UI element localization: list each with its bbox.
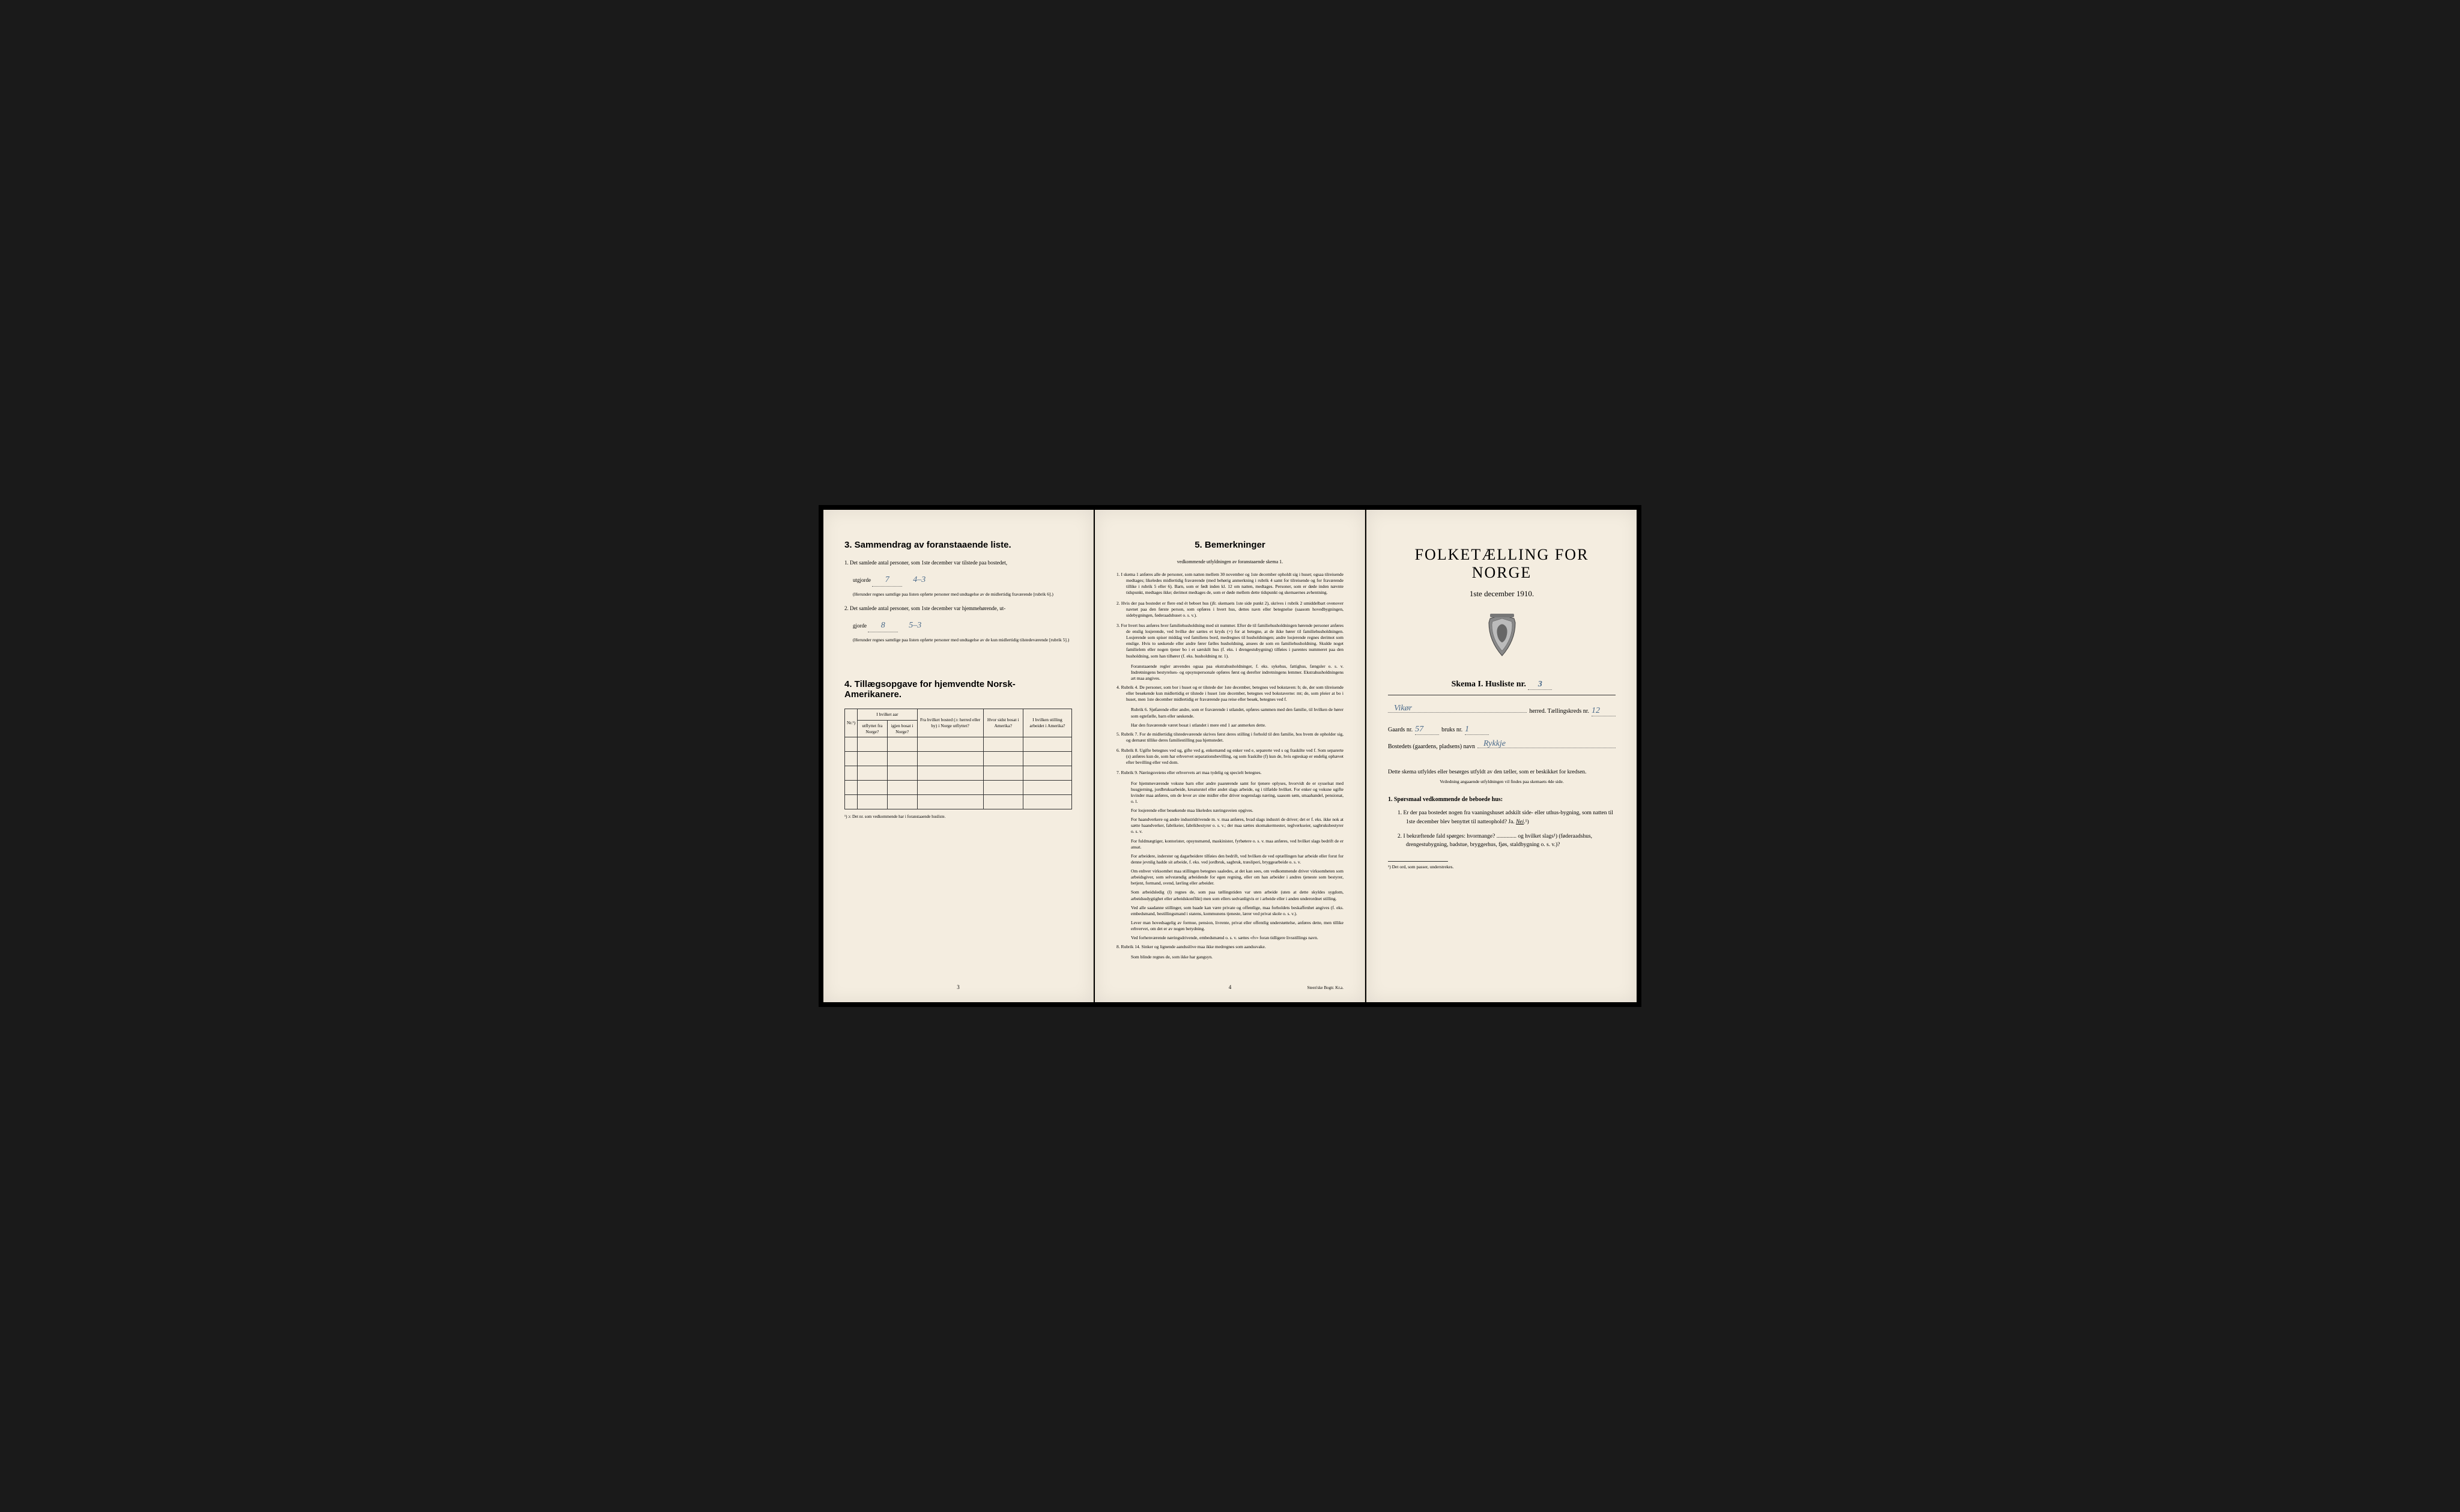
remark-7g: Om enhver virksomhet maa stillingen bete… — [1116, 868, 1344, 886]
subcol-utflyttet: utflyttet fra Norge? — [858, 720, 887, 737]
gaards-field: Gaards nr. 57 bruks nr. 1 — [1388, 725, 1616, 735]
item1-line2: utgjorde 7 4–3 — [844, 573, 1072, 587]
item1-text: 1. Det samlede antal personer, som 1ste … — [844, 560, 1007, 566]
remark-7k: Ved forhenværende næringsdrivende, embed… — [1116, 935, 1344, 941]
remark-8b: Som blinde regnes de, som ikke har gangs… — [1116, 954, 1344, 960]
section-4-title: 4. Tillægsopgave for hjemvendte Norsk-Am… — [844, 679, 1072, 700]
section-5-subtitle: vedkommende utfyldningen av foranstaaend… — [1116, 559, 1344, 564]
summary-item-2: 2. Det samlede antal personer, som 1ste … — [844, 605, 1072, 613]
remark-5: 5. Rubrik 7. For de midlertidig tilstede… — [1116, 731, 1344, 743]
q1-suffix: .¹) — [1524, 819, 1528, 825]
q1-text: 1. Er der paa bostedet nogen fra vaaning… — [1398, 810, 1613, 824]
remark-7h: Som arbeidsledig (l) regnes de, som paa … — [1116, 889, 1344, 901]
amerikanere-table: Nr.¹) I hvilket aar Fra hvilket bosted (… — [844, 709, 1072, 809]
kreds-nr: 12 — [1592, 706, 1616, 716]
col-aar: I hvilket aar — [858, 709, 917, 721]
bosted-value: Rykkje — [1483, 739, 1506, 749]
question-heading: 1. Spørsmaal vedkommende de beboede hus: — [1388, 796, 1616, 803]
remark-7i: Ved alle saadanne stillinger, som baade … — [1116, 905, 1344, 917]
item1-value-handwritten: 7 — [872, 573, 902, 587]
item1-prefix: utgjorde — [853, 577, 871, 583]
item1-note: (Herunder regnes samtlige paa listen opf… — [844, 591, 1072, 598]
page-3: 3. Sammendrag av foranstaaende liste. 1.… — [823, 510, 1094, 1002]
section-5-title: 5. Bemerkninger — [1116, 540, 1344, 550]
remark-4: 4. Rubrik 4. De personer, som bor i huse… — [1116, 685, 1344, 703]
page-1-title: FOLKETÆLLING FOR NORGE 1ste december 191… — [1366, 510, 1637, 1002]
remark-8: 8. Rubrik 14. Sinker og lignende aandssl… — [1116, 944, 1344, 950]
remark-7e: For fuldmægtiger, kontorister, opsynsmæn… — [1116, 838, 1344, 850]
remark-2: 2. Hvis der paa bostedet er flere end ét… — [1116, 600, 1344, 618]
col-amerika: Hvor sidst bosat i Amerika? — [983, 709, 1023, 737]
footnote-rule — [1388, 861, 1448, 862]
remark-7j: Lever man hovedsagelig av formue, pensio… — [1116, 920, 1344, 932]
remark-7b: For hjemmeværende voksne barn eller andr… — [1116, 781, 1344, 805]
item2-note: (Herunder regnes samtlige paa listen opf… — [844, 637, 1072, 644]
instructions: Dette skema utfyldes eller besørges utfy… — [1388, 768, 1616, 776]
q1-answer: Nei — [1516, 819, 1524, 825]
bosted-label: Bostedets (gaardens, pladsens) navn — [1388, 743, 1475, 750]
item2-prefix: gjorde — [853, 623, 867, 629]
table-footnote: ¹) ɔ: Det nr. som vedkommende har i fora… — [844, 814, 1072, 819]
remark-3b: Foranstaaende regler anvendes ogsaa paa … — [1116, 664, 1344, 682]
question-2: 2. I bekræftende fald spørges: hvormange… — [1388, 832, 1616, 850]
remark-3: 3. For hvert hus anføres hver familiehus… — [1116, 623, 1344, 659]
item2-annotation: 5–3 — [909, 621, 921, 630]
bosted-field: Bostedets (gaardens, pladsens) navn Rykk… — [1388, 743, 1616, 750]
page-number-4: 4 — [1229, 984, 1232, 990]
coat-of-arms-icon — [1388, 614, 1616, 662]
col-stilling: I hvilken stilling arbeidet i Amerika? — [1023, 709, 1071, 737]
bruks-nr: 1 — [1465, 725, 1489, 735]
remarks-list: 1. I skema 1 anføres alle de personer, s… — [1116, 572, 1344, 961]
col-bosted: Fra hvilket bosted (ɔ: herred eller by) … — [917, 709, 983, 737]
remark-1: 1. I skema 1 anføres alle de personer, s… — [1116, 572, 1344, 596]
col-nr: Nr.¹) — [845, 709, 858, 737]
gaards-label: Gaards nr. — [1388, 727, 1413, 733]
page-4: 5. Bemerkninger vedkommende utfyldningen… — [1095, 510, 1365, 1002]
item2-text: 2. Det samlede antal personer, som 1ste … — [844, 605, 1005, 611]
remark-4b: Rubrik 6. Sjøfarende eller andre, som er… — [1116, 707, 1344, 719]
herred-label: herred. Tællingskreds nr. — [1529, 708, 1589, 715]
census-date: 1ste december 1910. — [1388, 589, 1616, 599]
remark-7d: For haandverkere og andre industridriven… — [1116, 817, 1344, 835]
bruks-label: bruks nr. — [1441, 727, 1462, 733]
item2-value-handwritten: 8 — [868, 619, 898, 632]
q-head-text: 1. Spørsmaal vedkommende de beboede hus: — [1388, 796, 1503, 803]
printer-credit: Steen'ske Bogtr. Kr.a. — [1307, 985, 1344, 990]
questions: 1. Spørsmaal vedkommende de beboede hus:… — [1388, 796, 1616, 849]
table-body — [845, 737, 1072, 809]
remark-7: 7. Rubrik 9. Næringsveiens eller erhverv… — [1116, 770, 1344, 776]
footnote: ¹) Det ord, som passer, understrekes. — [1388, 864, 1616, 869]
gaards-nr: 57 — [1415, 725, 1439, 735]
item2-line2: gjorde 8 5–3 — [844, 619, 1072, 632]
instructions-sub: Veiledning angaaende utfyldningen vil fi… — [1388, 779, 1616, 784]
skema-label: Skema I. Husliste nr. — [1452, 680, 1526, 689]
remark-7f: For arbeidere, inderster og dagarbeidere… — [1116, 853, 1344, 865]
document-spread: 3. Sammendrag av foranstaaende liste. 1.… — [819, 505, 1641, 1007]
subcol-bosat: igjen bosat i Norge? — [887, 720, 917, 737]
remark-7c: For losjerende eller besøkende maa likel… — [1116, 808, 1344, 814]
remark-6: 6. Rubrik 8. Ugifte betegnes ved ug, gif… — [1116, 748, 1344, 766]
summary-item-1: 1. Det samlede antal personer, som 1ste … — [844, 559, 1072, 567]
skema-line: Skema I. Husliste nr. 3 — [1388, 680, 1616, 690]
section-3-title: 3. Sammendrag av foranstaaende liste. — [844, 540, 1072, 550]
herred-value: Vikør — [1394, 704, 1412, 713]
husliste-nr: 3 — [1528, 680, 1552, 690]
page-number-3: 3 — [957, 984, 960, 990]
herred-field: Vikør herred. Tællingskreds nr. 12 — [1388, 706, 1616, 716]
item1-annotation: 4–3 — [913, 575, 926, 584]
question-1: 1. Er der paa bostedet nogen fra vaaning… — [1388, 809, 1616, 826]
remark-4c: Har den fraværende været bosat i utlande… — [1116, 722, 1344, 728]
main-title: FOLKETÆLLING FOR NORGE — [1388, 546, 1616, 582]
